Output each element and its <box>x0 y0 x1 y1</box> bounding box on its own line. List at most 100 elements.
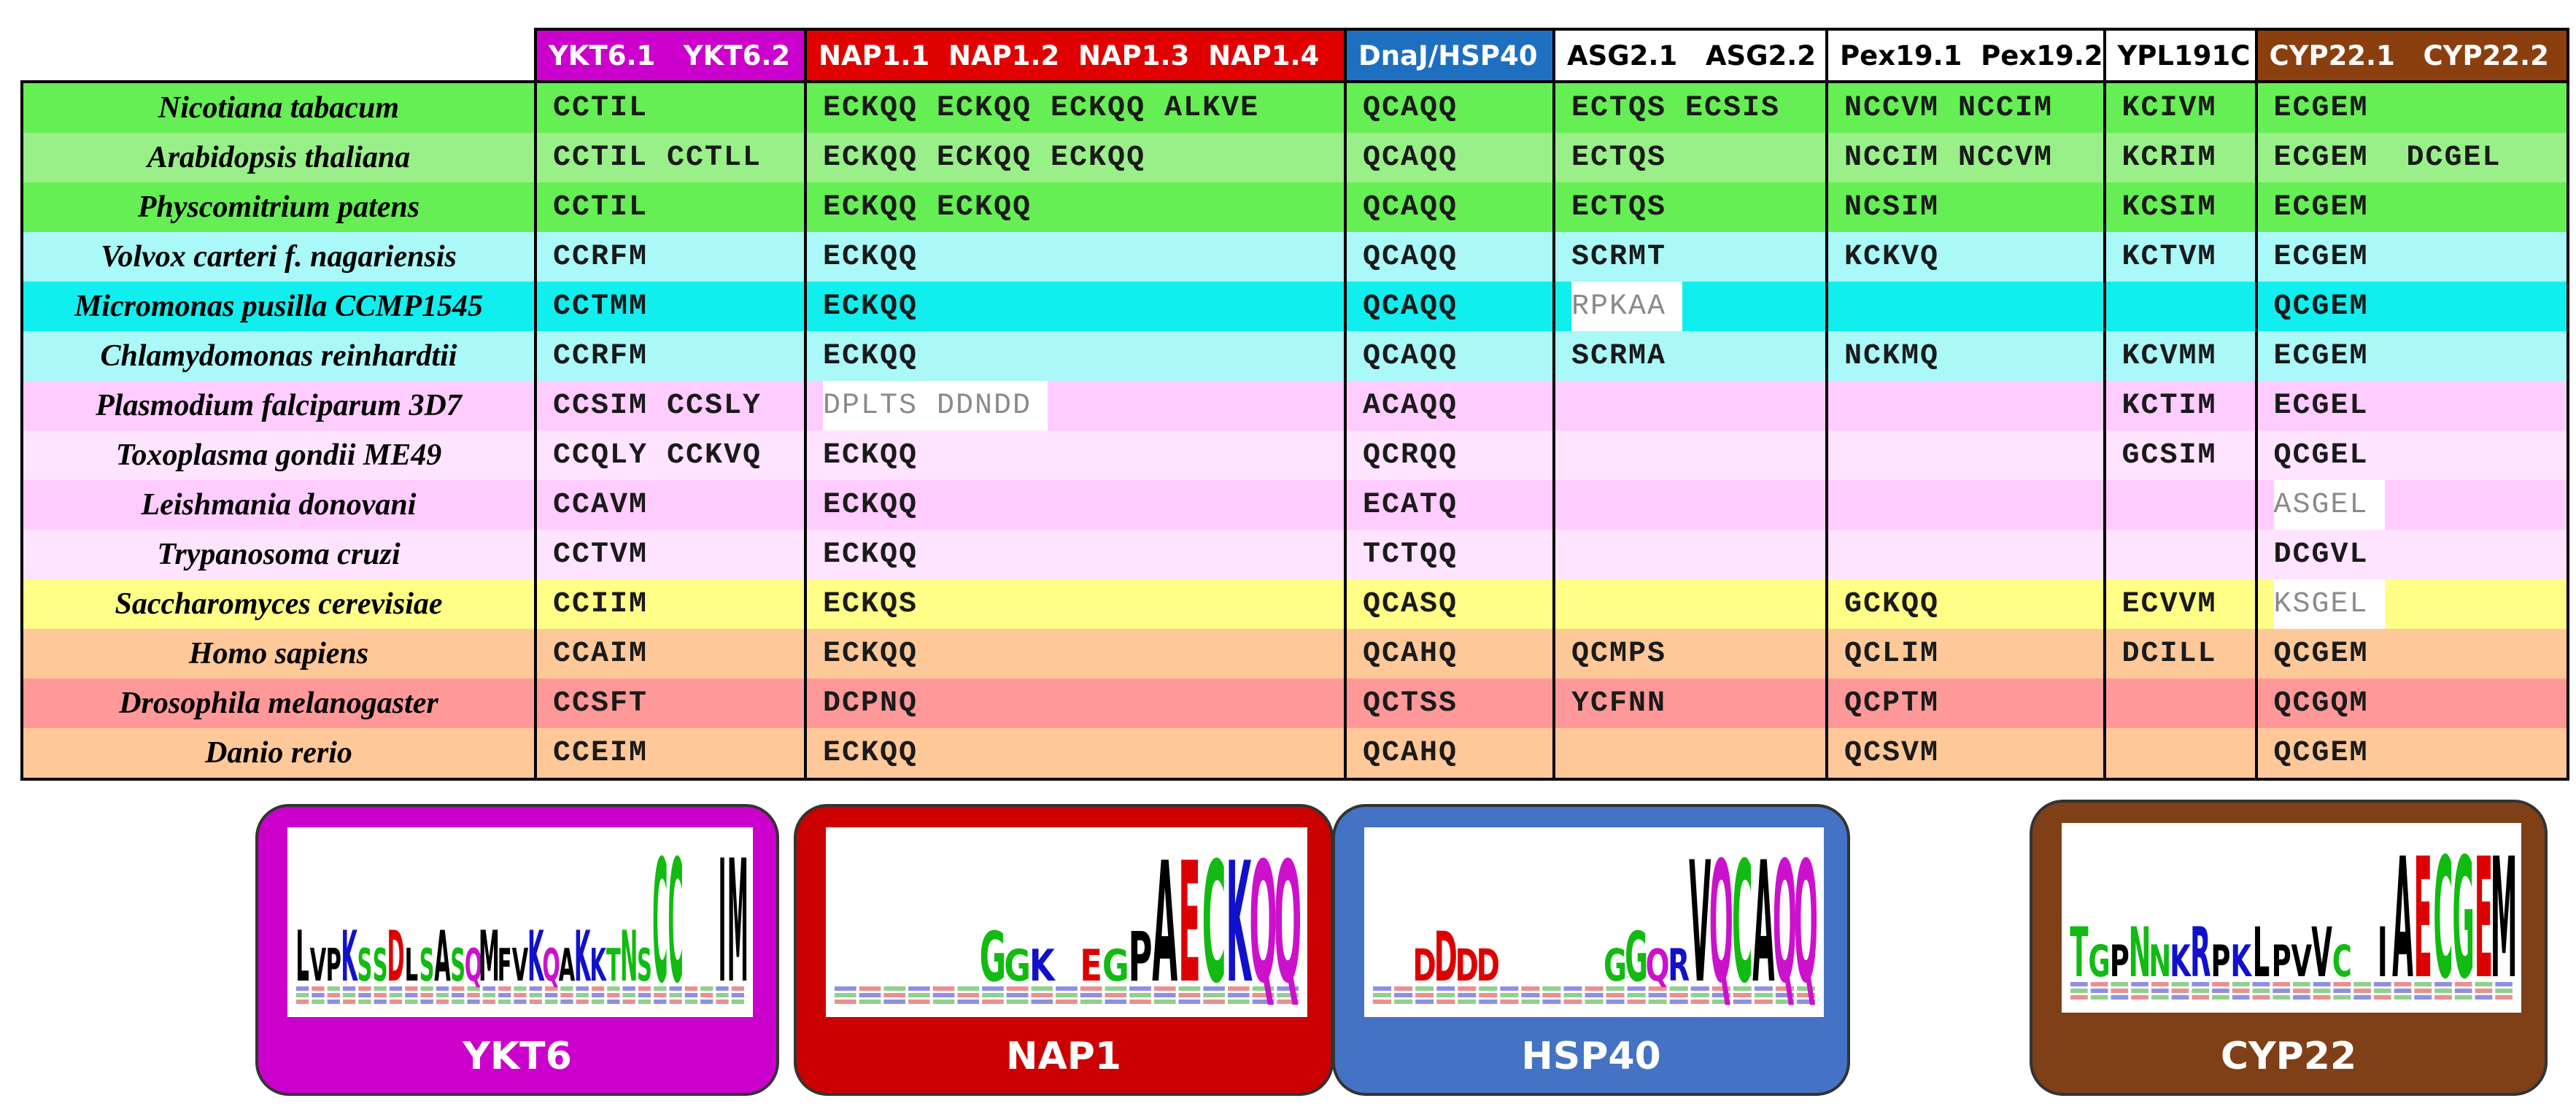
logo-letter: N <box>2148 936 2171 987</box>
logo-letter: D <box>1477 940 1500 991</box>
logo-letter: Q <box>1773 827 1797 1017</box>
logo-noise-mark <box>514 1000 527 1004</box>
logo-noise-mark <box>2434 989 2452 993</box>
logo-letter: C <box>652 827 668 1017</box>
motif-cell-asg2: ECTQS <box>1552 133 1827 182</box>
logo-noise-mark <box>1627 993 1646 997</box>
logo-noise-mark <box>389 1000 403 1004</box>
logo-noise-mark <box>2434 995 2452 1000</box>
motif-cell-ypl: KCTVM <box>2103 232 2256 282</box>
motif-cell-nap1: ECKQQ <box>804 331 1345 381</box>
logo-noise-mark <box>1711 1000 1730 1004</box>
logo-noise-mark <box>482 993 496 997</box>
logo-noise-mark <box>2212 982 2229 986</box>
logo-noise-mark <box>514 986 527 991</box>
logo-letter: C <box>668 827 683 1017</box>
logo-label-ykt6: YKT6 <box>463 1035 572 1078</box>
logo-noise-mark <box>1227 993 1250 997</box>
logo-noise-mark <box>2475 989 2493 993</box>
logo-noise-mark <box>1105 986 1127 991</box>
logo-letter: G <box>1604 940 1627 991</box>
motif-cell-nap1: ECKQQ <box>804 480 1345 530</box>
logo-noise-mark <box>1203 993 1225 997</box>
logo-letter: C <box>2433 824 2453 1013</box>
logo-letter: K <box>589 940 607 992</box>
logo-noise-mark <box>2353 989 2371 993</box>
motif-cell-ypl: KCIVM <box>2103 80 2256 133</box>
motif-cell-ypl: DCILL <box>2103 629 2256 679</box>
motif-cell-nap1: ECKQQ <box>804 530 1345 579</box>
logo-letter: Q <box>1794 827 1818 1017</box>
logo-noise-mark <box>932 993 955 997</box>
motif-cell-ykt6: CCSFT <box>534 679 805 728</box>
motif-cell-cyp22: QCGEM <box>2254 629 2569 679</box>
logo-noise-mark <box>2434 982 2452 986</box>
logo-letter: N <box>620 916 638 997</box>
logo-letter: C <box>1202 827 1226 1017</box>
logo-noise-mark <box>1153 1000 1176 1004</box>
logo-noise-mark <box>2475 995 2493 1000</box>
table-row: Volvox carteri f. nagariensis CCRFM ECKQQ Q… <box>20 232 2569 282</box>
logo-label-nap1: NAP1 <box>1005 1035 1122 1078</box>
logo-noise-mark <box>498 986 511 991</box>
logo-noise-mark <box>908 993 930 997</box>
motif-cell-cyp22: ECGEM <box>2254 331 2569 381</box>
logo-letter: K <box>2230 936 2252 987</box>
logo-noise-mark <box>1129 993 1151 997</box>
logo-noise-mark <box>2273 995 2290 1000</box>
logo-letter: K <box>1226 827 1252 1017</box>
logo-noise-mark <box>1627 1000 1646 1004</box>
motif-cell-ypl: KCTIM <box>2103 381 2256 430</box>
logo-noise-mark <box>1796 986 1815 991</box>
motif-cell-cyp22: ECGEM DCGEL <box>2254 133 2569 182</box>
logo-noise-mark <box>957 1000 980 1004</box>
logo-noise-mark <box>2070 982 2088 986</box>
motif-cell-cyp22: ECGEL <box>2254 381 2569 430</box>
motif-cell-asg2: YCFNN <box>1552 679 1827 728</box>
motif-cell-ykt6: CCAIM <box>534 629 805 679</box>
logo-noise-mark <box>1648 993 1667 997</box>
logo-noise-mark <box>436 993 449 997</box>
logo-noise-mark <box>2475 982 2493 986</box>
logo-letter: D <box>1455 940 1479 991</box>
motif-cell-nap1: ECKQQ <box>804 728 1345 781</box>
logo-noise-mark <box>327 1000 340 1004</box>
motif-cell-cyp22: ECGEM <box>2254 232 2569 282</box>
motif-cell-hsp40: QCAQQ <box>1344 133 1554 182</box>
logo-noise-mark <box>1031 993 1053 997</box>
logo-letter: G <box>2452 824 2474 1013</box>
motif-cell-ykt6: CCTIL <box>534 80 805 133</box>
logo-letter: E <box>2414 824 2432 1013</box>
motif-cell-hsp40: QCASQ <box>1344 579 1554 629</box>
logo-noise-mark <box>544 993 558 997</box>
logo-noise-mark <box>2090 995 2108 1000</box>
logo-noise-mark <box>1006 1000 1029 1004</box>
motif-cell-ykt6: CCTVM <box>534 530 805 579</box>
logo-noise-mark <box>2151 989 2169 993</box>
species-name: Drosophila melanogaster <box>20 679 537 728</box>
logo-noise-mark <box>482 986 496 991</box>
logo-letter: V <box>512 940 528 992</box>
logo-noise-mark <box>1521 1000 1540 1004</box>
motif-cell-asg2: ECTQS <box>1552 182 1827 232</box>
logo-noise-mark <box>654 986 667 991</box>
logo-noise-mark <box>1129 1000 1151 1004</box>
species-name: Plasmodium falciparum 3D7 <box>20 381 537 430</box>
motif-cell-asg2: RPKAA <box>1552 282 1827 331</box>
logo-letter: S <box>450 940 465 992</box>
logo-noise-mark <box>2131 982 2148 986</box>
table-row: Micromonas pusilla CCMP1545 CCTMM ECKQQ QCA… <box>20 282 2569 331</box>
logo-noise-mark <box>835 993 856 997</box>
logo-noise-mark <box>1458 986 1477 991</box>
motif-cell-ykt6: CCEIM <box>534 728 805 781</box>
motif-cell-pex19: NCCVM NCCIM <box>1825 80 2105 133</box>
motif-cell-ypl <box>2103 679 2256 728</box>
motif-cell-ypl: GCSIM <box>2103 430 2256 480</box>
logo-noise-mark <box>622 986 635 991</box>
motif-cell-nap1: ECKQQ <box>804 232 1345 282</box>
logo-letter: Q <box>1249 827 1277 1017</box>
motif-cell-cyp22: KSGEL <box>2254 579 2569 629</box>
